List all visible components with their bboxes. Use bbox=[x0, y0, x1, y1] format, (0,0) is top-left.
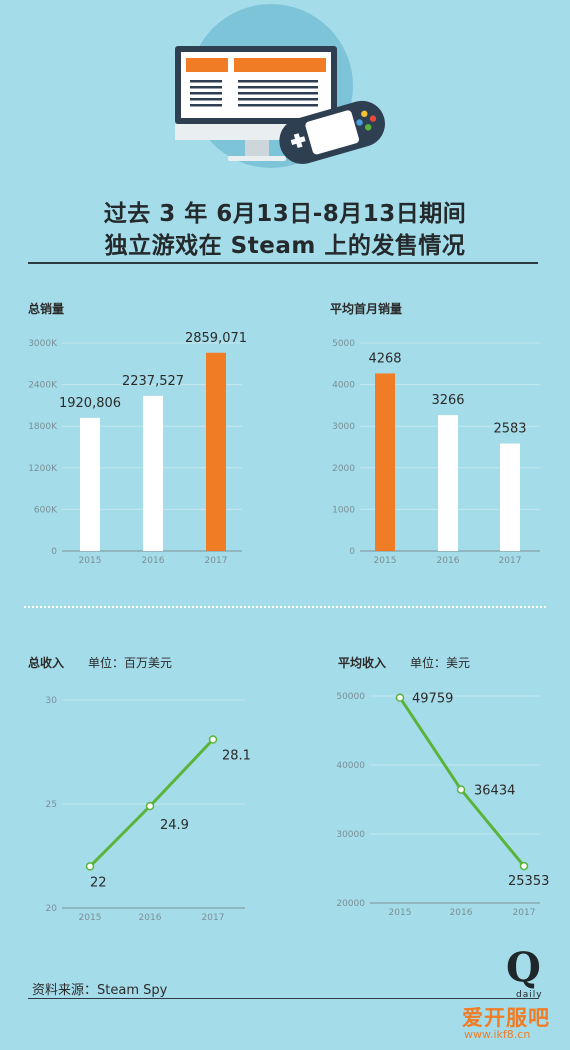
data-point bbox=[519, 861, 529, 871]
y-tick-label: 3000K bbox=[28, 339, 58, 349]
bar-value-label: 2583 bbox=[493, 422, 526, 437]
y-tick-label: 4000 bbox=[332, 381, 355, 391]
y-tick-label: 20 bbox=[46, 904, 58, 914]
y-tick-label: 0 bbox=[349, 547, 355, 557]
data-point bbox=[85, 862, 95, 871]
point-value-label: 28.1 bbox=[222, 749, 251, 764]
y-tick-label: 2000 bbox=[332, 464, 355, 474]
bar bbox=[375, 373, 395, 551]
x-tick-label: 2015 bbox=[389, 908, 412, 918]
chart-title-avg-first-month: 平均首月销量 bbox=[330, 302, 403, 316]
bar-value-label: 2237,527 bbox=[122, 374, 184, 389]
y-tick-label: 600K bbox=[34, 505, 58, 515]
qdaily-logo-word: daily bbox=[516, 990, 543, 1000]
data-point bbox=[456, 785, 466, 794]
chart-unit-total-revenue: 单位：百万美元 bbox=[88, 656, 173, 670]
chart-title-total-revenue: 总收入 bbox=[28, 656, 65, 670]
hero-illustration bbox=[175, 4, 385, 168]
bar bbox=[500, 443, 520, 551]
y-tick-label: 30000 bbox=[336, 830, 365, 840]
x-tick-label: 2015 bbox=[79, 556, 102, 566]
title-divider bbox=[28, 262, 538, 264]
qdaily-logo-letter: Q bbox=[506, 944, 541, 991]
watermark-url: www.ikf8.cn bbox=[464, 1028, 531, 1041]
data-point bbox=[395, 693, 405, 702]
y-tick-label: 3000 bbox=[332, 422, 355, 432]
data-point bbox=[145, 801, 155, 811]
bar bbox=[438, 415, 458, 551]
bar-value-label: 3266 bbox=[431, 393, 464, 408]
x-tick-label: 2017 bbox=[513, 908, 536, 918]
source-note: 资料来源：Steam Spy bbox=[32, 983, 168, 998]
x-tick-label: 2016 bbox=[142, 556, 165, 566]
data-point bbox=[208, 735, 218, 744]
x-tick-label: 2015 bbox=[374, 556, 397, 566]
y-tick-label: 2400K bbox=[28, 381, 58, 391]
point-value-label: 22 bbox=[90, 875, 107, 890]
y-tick-label: 1200K bbox=[28, 464, 58, 474]
series-line bbox=[398, 696, 526, 868]
bar bbox=[143, 395, 163, 551]
x-tick-label: 2017 bbox=[499, 556, 522, 566]
point-value-label: 25353 bbox=[508, 874, 549, 889]
x-tick-label: 2015 bbox=[79, 913, 102, 923]
chart-title-total-sales: 总销量 bbox=[28, 302, 65, 316]
gamepad-icon bbox=[279, 100, 385, 164]
bar-value-label: 1920,806 bbox=[59, 396, 121, 411]
x-tick-label: 2016 bbox=[437, 556, 460, 566]
y-tick-label: 0 bbox=[51, 547, 57, 557]
bar-value-label: 2859,071 bbox=[185, 331, 247, 346]
bar bbox=[80, 417, 100, 551]
bar bbox=[206, 352, 226, 551]
chart-unit-avg-revenue: 单位：美元 bbox=[410, 656, 471, 670]
point-value-label: 24.9 bbox=[160, 818, 189, 833]
x-tick-label: 2017 bbox=[202, 913, 225, 923]
y-tick-label: 5000 bbox=[332, 339, 355, 349]
y-tick-label: 50000 bbox=[336, 692, 365, 702]
bar-value-label: 4268 bbox=[368, 351, 401, 366]
y-tick-label: 25 bbox=[46, 800, 57, 810]
page-title-line-1: 过去 3 年 6月13日-8月13日期间 bbox=[103, 201, 467, 227]
y-tick-label: 30 bbox=[46, 696, 58, 706]
point-value-label: 49759 bbox=[412, 692, 453, 707]
watermark-text: 爱开服吧 bbox=[462, 1006, 550, 1030]
x-tick-label: 2016 bbox=[139, 913, 162, 923]
y-tick-label: 40000 bbox=[336, 761, 365, 771]
chart-title-avg-revenue: 平均收入 bbox=[338, 656, 387, 670]
x-tick-label: 2017 bbox=[205, 556, 228, 566]
x-tick-label: 2016 bbox=[450, 908, 473, 918]
footer-divider bbox=[28, 998, 538, 999]
y-tick-label: 20000 bbox=[336, 899, 365, 909]
section-divider bbox=[24, 606, 546, 608]
page-title-line-2: 独立游戏在 Steam 上的发售情况 bbox=[104, 233, 466, 259]
y-tick-label: 1800K bbox=[28, 422, 58, 432]
point-value-label: 36434 bbox=[474, 784, 515, 799]
y-tick-label: 1000 bbox=[332, 505, 355, 515]
